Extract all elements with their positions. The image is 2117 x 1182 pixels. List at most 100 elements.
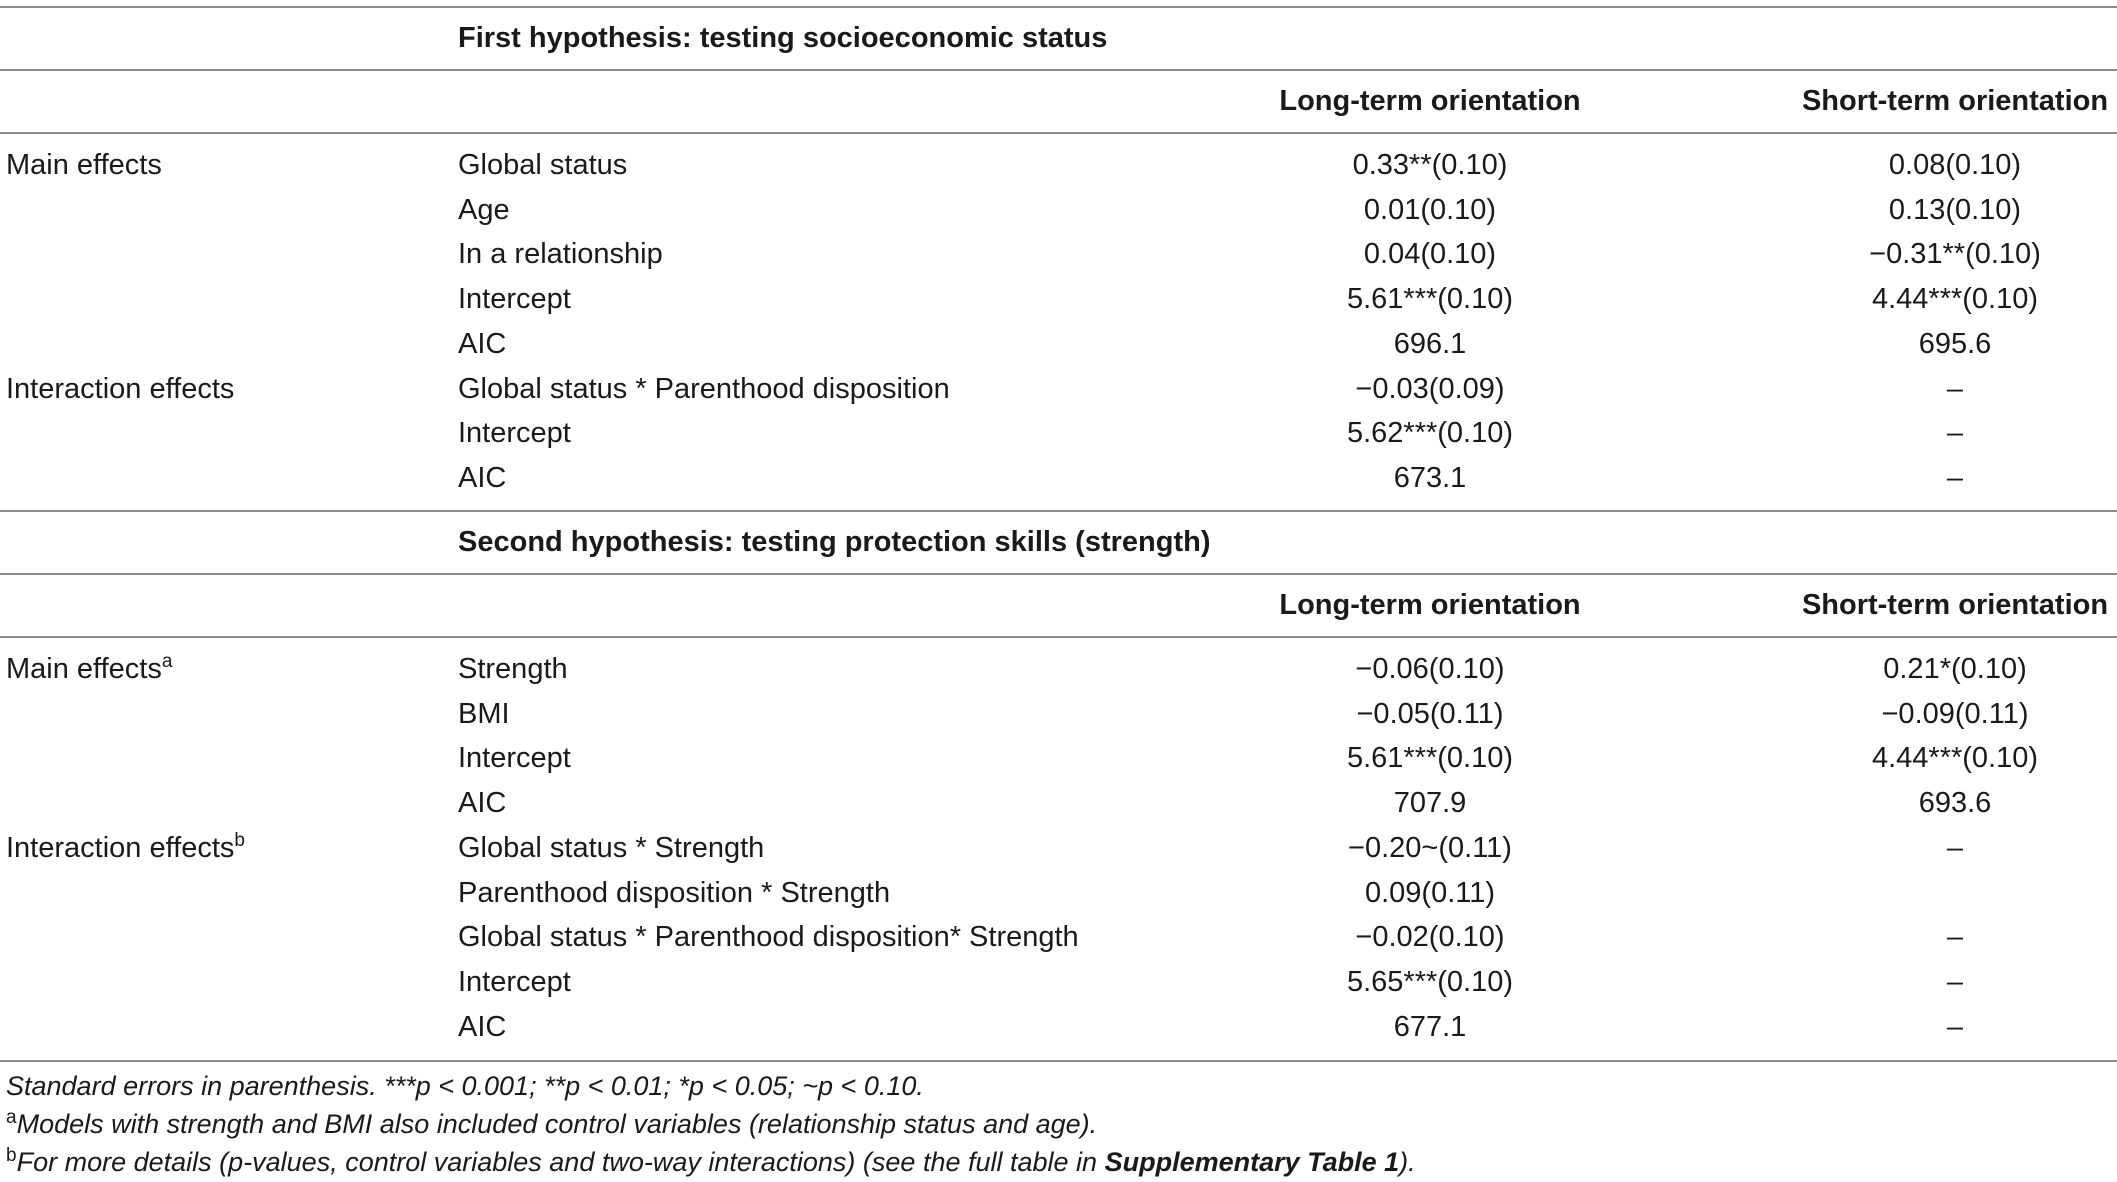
table-row: Intercept 5.61***(0.10) 4.44***(0.10)	[0, 277, 2117, 321]
short-term-value-cell: –	[1946, 966, 1964, 998]
short-term-value-cell: 693.6	[1918, 787, 1992, 819]
long-term-value-cell: 673.1	[1393, 462, 1467, 494]
short-term-value-cell: −0.09(0.11)	[1881, 698, 2029, 730]
short-term-value-cell: 0.21*(0.10)	[1883, 653, 2027, 685]
table-top-rule	[0, 6, 2117, 8]
footnote-a: aModels with strength and BMI also inclu…	[6, 1106, 1097, 1142]
table-row: Main effects Global status 0.33**(0.10) 0.0…	[0, 143, 2117, 187]
effect-group-label: Main effects	[6, 143, 162, 187]
table-row: Global status * Parenthood disposition* …	[0, 915, 2117, 959]
short-term-value-cell: 0.08(0.10)	[1888, 149, 2022, 181]
long-term-value-cell: 5.62***(0.10)	[1346, 417, 1514, 449]
term-cell: AIC	[458, 462, 507, 494]
hypothesis-2-rule	[0, 573, 2117, 575]
footnote-marker: a	[161, 651, 173, 672]
table-bottom-rule	[0, 1060, 2117, 1062]
table-row: AIC 696.1 695.6	[0, 322, 2117, 366]
short-term-value-cell: 4.44***(0.10)	[1871, 742, 2039, 774]
table-row: Intercept 5.65***(0.10) –	[0, 960, 2117, 1004]
supplementary-table-reference: Supplementary Table 1	[1104, 1147, 1400, 1177]
effect-group-label: Main effectsa	[6, 647, 172, 691]
short-term-value-cell: –	[1946, 832, 1964, 864]
short-term-value-cell: –	[1946, 1011, 1964, 1043]
table-row: AIC 673.1 –	[0, 456, 2117, 500]
short-term-value-cell: –	[1946, 462, 1964, 494]
footnote-significance: Standard errors in parenthesis. ***p < 0…	[6, 1071, 924, 1101]
footnote-b-text-end: ).	[1399, 1147, 1416, 1177]
table-row: Interaction effectsb Global status * Stre…	[0, 826, 2117, 870]
short-term-value-cell: –	[1946, 417, 1964, 449]
term-cell: AIC	[458, 328, 507, 360]
term-cell: Parenthood disposition * Strength	[458, 877, 891, 909]
term-cell: Intercept	[458, 966, 571, 998]
long-term-value-cell: 5.61***(0.10)	[1346, 742, 1514, 774]
term-cell: Strength	[458, 653, 568, 685]
long-term-value-cell: −0.05(0.11)	[1356, 698, 1504, 730]
table-row: AIC 677.1 –	[0, 1005, 2117, 1049]
hypothesis-2-title: Second hypothesis: testing protection sk…	[458, 526, 1211, 558]
table-row: Age 0.01(0.10) 0.13(0.10)	[0, 188, 2117, 232]
short-term-value-cell: 695.6	[1918, 328, 1992, 360]
term-cell: AIC	[458, 787, 507, 819]
long-term-value-cell: −0.20~(0.11)	[1348, 832, 1512, 864]
table-row: Intercept 5.62***(0.10) –	[0, 411, 2117, 455]
hypothesis-2-top-rule	[0, 510, 2117, 512]
long-term-value-cell: −0.06(0.10)	[1355, 653, 1505, 685]
term-cell: Intercept	[458, 742, 571, 774]
term-cell: BMI	[458, 698, 510, 730]
term-cell: Age	[458, 194, 510, 226]
effect-group-label: Interaction effectsb	[6, 826, 245, 870]
footnote-b-mark: b	[6, 1145, 17, 1166]
short-term-value-cell: –	[1946, 921, 1964, 953]
hypothesis-2-column-header: Long-term orientation Short-term orienta…	[0, 583, 2117, 627]
effect-group-label: Interaction effects	[6, 367, 234, 411]
long-term-value-cell: 5.65***(0.10)	[1346, 966, 1514, 998]
long-term-value-cell: 677.1	[1393, 1011, 1467, 1043]
header-rule	[0, 132, 2117, 134]
hypothesis-1-column-header: Long-term orientation Short-term orienta…	[0, 79, 2117, 123]
effect-group-text: Interaction effects	[6, 832, 235, 864]
short-term-value-cell: −0.31**(0.10)	[1869, 238, 2041, 270]
table-row: Intercept 5.61***(0.10) 4.44***(0.10)	[0, 736, 2117, 780]
term-cell: Global status * Parenthood disposition* …	[458, 921, 1079, 953]
footnote-a-mark: a	[6, 1107, 17, 1128]
column-header-short-term: Short-term orientation	[1801, 589, 2109, 621]
term-cell: Intercept	[458, 283, 571, 315]
table-row: Parenthood disposition * Strength 0.09(0.…	[0, 871, 2117, 915]
table-row: BMI −0.05(0.11) −0.09(0.11)	[0, 692, 2117, 736]
table-row: In a relationship 0.04(0.10) −0.31**(0.10)	[0, 232, 2117, 276]
term-cell: Global status * Parenthood disposition	[458, 373, 950, 405]
long-term-value-cell: −0.03(0.09)	[1355, 373, 1505, 405]
table-row: AIC 707.9 693.6	[0, 781, 2117, 825]
term-cell: Global status * Strength	[458, 832, 765, 864]
long-term-value-cell: 0.09(0.11)	[1364, 877, 1496, 909]
long-term-value-cell: 707.9	[1393, 787, 1467, 819]
table-row: Interaction effects Global status * Paren…	[0, 367, 2117, 411]
column-header-long-term: Long-term orientation	[1279, 85, 1581, 117]
short-term-value-cell: 0.13(0.10)	[1888, 194, 2022, 226]
effect-group-text: Main effects	[6, 653, 162, 685]
term-cell: Global status	[458, 149, 628, 181]
term-cell: AIC	[458, 1011, 507, 1043]
long-term-value-cell: 696.1	[1393, 328, 1467, 360]
long-term-value-cell: 0.33**(0.10)	[1352, 149, 1508, 181]
footnote-marker: b	[234, 830, 245, 851]
footnote-b-text: For more details (p-values, control vari…	[16, 1147, 1105, 1177]
short-term-value-cell: 4.44***(0.10)	[1871, 283, 2039, 315]
short-term-value-cell: –	[1946, 373, 1964, 405]
footnote-a-text: Models with strength and BMI also includ…	[16, 1109, 1098, 1139]
hypothesis-1-rule	[0, 69, 2117, 71]
effect-group-text: Main effects	[6, 149, 162, 181]
long-term-value-cell: 0.01(0.10)	[1363, 194, 1497, 226]
footnote-b: bFor more details (p-values, control var…	[6, 1144, 1416, 1180]
header-rule	[0, 636, 2117, 638]
column-header-long-term: Long-term orientation	[1279, 589, 1581, 621]
long-term-value-cell: 0.04(0.10)	[1363, 238, 1497, 270]
effect-group-text: Interaction effects	[6, 373, 235, 405]
hypothesis-1-title: First hypothesis: testing socioeconomic …	[458, 22, 1108, 54]
table-row: Main effectsa Strength −0.06(0.10) 0.21*(0.…	[0, 647, 2117, 691]
term-cell: In a relationship	[458, 238, 663, 270]
column-header-short-term: Short-term orientation	[1801, 85, 2109, 117]
long-term-value-cell: 5.61***(0.10)	[1346, 283, 1514, 315]
